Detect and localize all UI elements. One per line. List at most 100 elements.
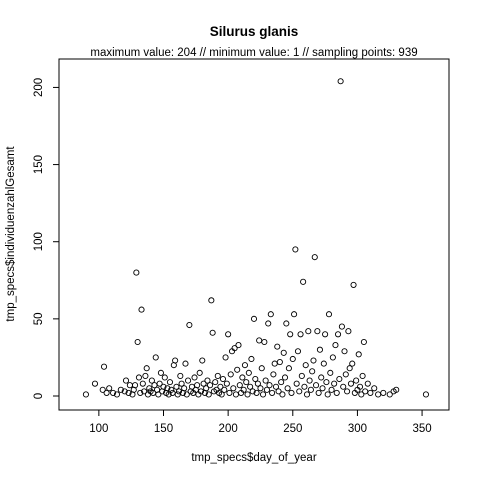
data-point bbox=[222, 354, 229, 361]
data-point bbox=[243, 379, 250, 386]
data-point bbox=[132, 382, 139, 389]
data-point bbox=[267, 311, 274, 318]
data-points bbox=[82, 78, 430, 398]
data-point bbox=[307, 386, 314, 393]
y-tick-label: 50 bbox=[33, 312, 45, 325]
data-point bbox=[298, 372, 305, 379]
data-point bbox=[318, 374, 325, 381]
data-point bbox=[313, 382, 320, 389]
data-point bbox=[288, 389, 295, 396]
x-tick-label: 100 bbox=[89, 423, 108, 435]
data-point bbox=[152, 354, 159, 361]
data-point bbox=[322, 331, 329, 338]
data-point bbox=[333, 389, 340, 396]
data-point bbox=[292, 246, 299, 253]
data-point bbox=[139, 380, 146, 387]
data-point bbox=[367, 389, 374, 396]
data-point bbox=[266, 382, 273, 389]
data-point bbox=[245, 369, 252, 376]
data-point bbox=[254, 380, 261, 387]
data-point bbox=[283, 320, 290, 327]
data-point bbox=[100, 363, 108, 370]
data-point bbox=[355, 351, 362, 358]
data-point bbox=[272, 383, 280, 390]
data-point bbox=[234, 366, 241, 373]
data-point bbox=[256, 337, 263, 344]
data-point bbox=[172, 357, 179, 364]
data-point bbox=[393, 386, 400, 393]
data-point bbox=[346, 365, 353, 372]
data-point bbox=[340, 383, 347, 390]
data-point bbox=[209, 329, 216, 336]
data-point bbox=[331, 380, 338, 387]
data-point bbox=[380, 389, 387, 396]
data-point bbox=[194, 382, 201, 389]
data-point bbox=[350, 281, 357, 288]
data-point bbox=[137, 389, 144, 396]
data-point bbox=[281, 374, 289, 381]
x-tick-label: 300 bbox=[348, 423, 367, 435]
data-point bbox=[99, 386, 106, 393]
data-point bbox=[164, 385, 171, 392]
y-axis-label: tmp_specs$individuenzahlGesamt bbox=[5, 146, 17, 322]
data-point bbox=[342, 371, 349, 378]
data-point bbox=[334, 331, 342, 338]
data-point bbox=[135, 374, 142, 381]
data-point bbox=[262, 377, 269, 384]
data-point bbox=[270, 371, 277, 378]
data-point bbox=[362, 388, 369, 395]
data-point bbox=[122, 377, 130, 384]
data-point bbox=[178, 380, 185, 387]
data-point bbox=[359, 372, 366, 379]
data-point bbox=[336, 375, 343, 383]
data-point bbox=[259, 391, 267, 398]
data-point bbox=[258, 365, 265, 372]
data-point bbox=[223, 380, 230, 387]
data-point bbox=[204, 377, 211, 384]
data-point bbox=[344, 388, 351, 395]
data-point bbox=[315, 389, 322, 396]
data-point bbox=[300, 278, 307, 285]
data-point bbox=[182, 360, 189, 367]
data-point bbox=[320, 360, 327, 367]
data-point bbox=[110, 389, 117, 396]
data-point bbox=[161, 374, 168, 381]
data-point bbox=[375, 391, 382, 398]
data-point bbox=[175, 388, 183, 395]
data-point bbox=[82, 391, 89, 398]
data-point bbox=[247, 383, 254, 390]
data-point bbox=[160, 383, 167, 390]
data-point bbox=[341, 348, 348, 355]
data-point bbox=[168, 386, 175, 393]
data-point bbox=[126, 382, 133, 389]
data-point bbox=[117, 386, 124, 393]
data-point bbox=[306, 377, 313, 384]
x-axis: 100 150 200 250 300 350 bbox=[89, 409, 432, 435]
data-point bbox=[212, 379, 219, 386]
data-point bbox=[303, 391, 311, 398]
chart-title: Silurus glanis bbox=[210, 24, 299, 39]
x-tick-label: 200 bbox=[219, 423, 238, 435]
data-point bbox=[364, 380, 371, 387]
data-point bbox=[294, 348, 302, 355]
data-point bbox=[91, 380, 99, 387]
data-point bbox=[196, 369, 203, 376]
data-point bbox=[244, 391, 251, 398]
data-point bbox=[325, 311, 333, 318]
data-point bbox=[106, 385, 113, 392]
data-point bbox=[200, 380, 207, 387]
data-point bbox=[227, 371, 234, 378]
data-point bbox=[302, 362, 309, 369]
data-point bbox=[316, 346, 323, 353]
data-point bbox=[177, 372, 184, 379]
data-point bbox=[183, 391, 190, 398]
data-point bbox=[125, 389, 132, 396]
plot-frame bbox=[58, 58, 450, 411]
data-point bbox=[280, 349, 287, 356]
y-tick-label: 150 bbox=[33, 155, 45, 174]
data-point bbox=[291, 311, 298, 318]
data-point bbox=[191, 374, 198, 381]
data-point bbox=[156, 380, 163, 387]
data-point bbox=[309, 368, 316, 375]
data-point bbox=[239, 374, 246, 381]
